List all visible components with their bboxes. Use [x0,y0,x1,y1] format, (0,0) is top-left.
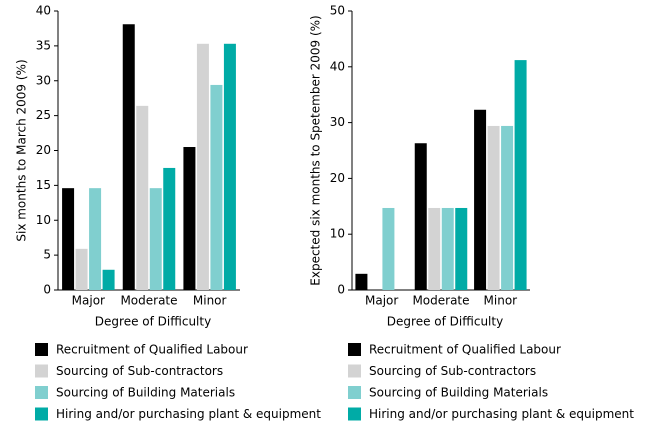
y-tick-label: 20 [330,171,345,185]
y-tick-label: 0 [337,283,345,297]
bar [487,125,500,290]
bar [474,109,487,291]
y-tick-label: 30 [36,73,51,87]
legend-swatch [35,386,48,399]
y-tick-label: 10 [36,213,51,227]
bar [122,24,135,290]
x-tick-label: Minor [484,294,518,308]
legend-swatch [35,364,48,378]
legend-label: Sourcing of Building Materials [56,386,235,400]
bar [62,188,75,290]
y-tick-label: 5 [43,248,51,262]
y-axis-label: Six months to March 2009 (%) [15,59,29,241]
bar [414,143,427,290]
bar [223,43,236,290]
y-tick-label: 20 [36,143,51,157]
legend-swatch [35,407,48,421]
bar [501,125,514,290]
x-axis-label: Degree of Difficulty [387,315,503,329]
y-tick-label: 10 [330,227,345,241]
x-tick-label: Minor [193,294,227,308]
y-tick-label: 30 [330,115,345,129]
bar [163,167,176,290]
x-tick-label: Moderate [120,294,177,308]
legend-label: Recruitment of Qualified Labour [369,343,561,357]
x-tick-label: Moderate [412,294,469,308]
legend-label: Recruitment of Qualified Labour [56,343,248,357]
legend-label: Sourcing of Sub-contractors [369,364,536,378]
bar [75,248,88,290]
legend-label: Sourcing of Sub-contractors [56,364,223,378]
bar [441,207,454,290]
bar [514,60,527,290]
legend-label: Hiring and/or purchasing plant & equipme… [56,407,321,421]
legend-swatch [348,407,361,421]
bar [183,147,196,290]
bar [136,105,149,290]
bar [196,43,209,290]
y-tick-label: 15 [36,178,51,192]
bar [428,207,441,290]
y-tick-label: 40 [36,4,51,18]
x-tick-label: Major [365,294,398,308]
bar [210,84,223,290]
bar [149,188,162,290]
legend-label: Sourcing of Building Materials [369,386,548,400]
legend-swatch [348,343,361,356]
y-axis-label: Expected six months to Spetember 2009 (%… [309,15,323,285]
x-tick-label: Major [72,294,105,308]
legend-swatch [348,386,361,399]
bar [355,273,368,290]
bar [89,188,102,290]
legend-label: Hiring and/or purchasing plant & equipme… [369,407,634,421]
bar [455,207,468,290]
legend-swatch [35,343,48,356]
bar [382,207,395,290]
x-axis-label: Degree of Difficulty [95,315,211,329]
y-tick-label: 50 [330,4,345,18]
y-tick-label: 0 [43,283,51,297]
y-tick-label: 35 [36,38,51,52]
legend-swatch [348,364,361,378]
y-tick-label: 40 [330,59,345,73]
y-tick-label: 25 [36,108,51,122]
bar [102,269,115,290]
